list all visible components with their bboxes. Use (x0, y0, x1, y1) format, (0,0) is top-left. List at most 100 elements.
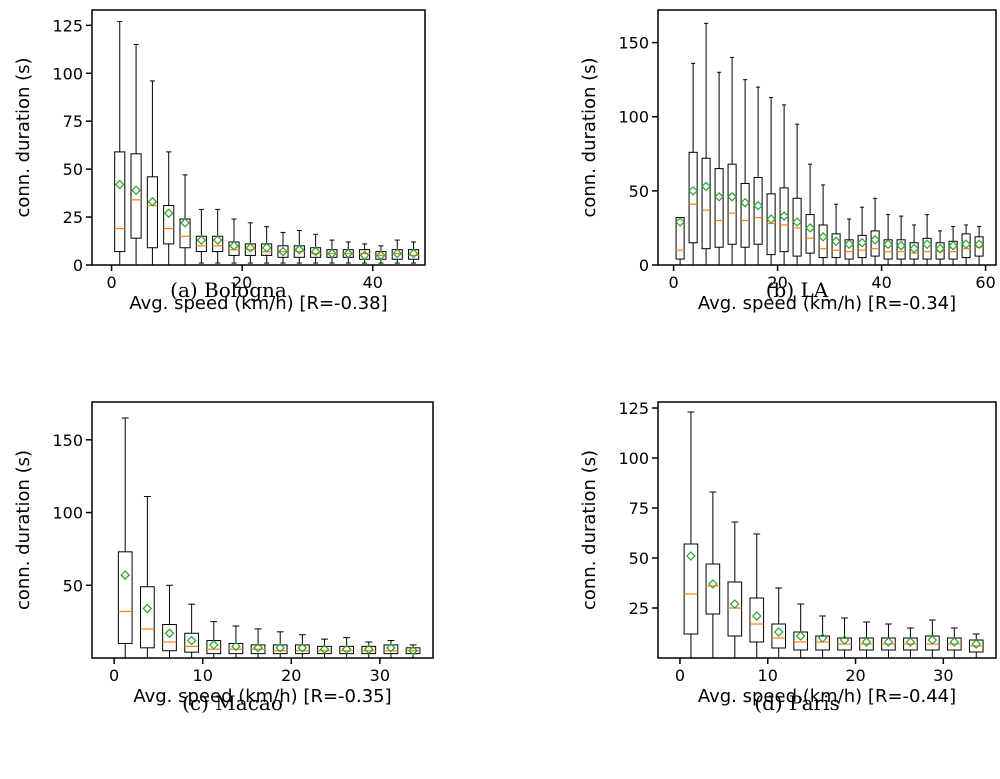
iqr-box (206, 640, 222, 655)
iqr-box (130, 153, 142, 239)
iqr-box (815, 635, 830, 651)
box-12 (310, 233, 322, 264)
y-tick-label: 150 (618, 34, 649, 53)
x-tick-label: 20 (281, 666, 301, 685)
mean-marker (949, 637, 960, 647)
x-axis-ticks: 0 10 20 30 (675, 658, 954, 685)
plot-frame (91, 401, 434, 659)
mean-marker (896, 240, 906, 251)
x-tick-label: 40 (871, 273, 891, 292)
iqr-box (714, 168, 724, 248)
mean-marker (701, 181, 711, 192)
iqr-box (705, 563, 721, 615)
box-4 (206, 621, 222, 659)
mean-marker (861, 637, 872, 647)
y-axis-label: conn. duration (s) (579, 450, 600, 610)
panel-caption: (a) Bologna (170, 278, 287, 302)
mean-marker (714, 191, 724, 202)
iqr-box (688, 151, 698, 244)
box-15 (359, 243, 371, 264)
y-tick-label: 125 (618, 399, 649, 418)
box-14 (342, 241, 354, 264)
mean-marker (363, 644, 374, 655)
mean-marker (844, 239, 854, 250)
x-axis-label: Avg. speed (km/h) [R=-0.44] (698, 686, 956, 707)
chart-marks (675, 22, 984, 266)
y-tick-label: 0 (73, 256, 83, 275)
box-7 (837, 617, 852, 659)
mean-marker (753, 200, 763, 211)
mean-marker (114, 179, 125, 190)
mean-marker (294, 244, 305, 255)
iqr-box (793, 631, 808, 651)
mean-marker (922, 239, 932, 250)
chart-marks (117, 417, 421, 659)
x-tick-label: 20 (232, 273, 252, 292)
y-axis-ticks: 50 100 150 (52, 431, 92, 595)
plot-frame (91, 9, 426, 266)
panel-caption: (b) LA (766, 278, 829, 302)
x-tick-label: 40 (363, 273, 383, 292)
mean-marker (386, 642, 396, 653)
plot-frame (657, 9, 997, 266)
box-12 (831, 203, 841, 266)
y-tick-label: 150 (52, 431, 83, 450)
box-3 (184, 603, 200, 659)
mean-marker (310, 246, 321, 257)
x-tick-label: 10 (193, 666, 213, 685)
box-9 (881, 623, 896, 659)
box-8 (244, 222, 256, 264)
box-11 (361, 641, 377, 659)
y-tick-label: 100 (52, 64, 83, 83)
x-axis-ticks: 0 20 40 60 (669, 265, 996, 292)
mean-marker (729, 599, 740, 609)
mean-marker (905, 637, 916, 647)
box-11 (925, 619, 940, 659)
iqr-box (683, 543, 699, 635)
mean-marker (839, 635, 850, 645)
box-5 (228, 625, 244, 659)
box-4 (771, 587, 787, 659)
x-tick-label: 30 (933, 666, 953, 685)
box-10 (277, 231, 289, 264)
iqr-box (974, 236, 984, 257)
mean-marker (818, 231, 828, 242)
mean-marker (408, 645, 418, 656)
mean-marker (261, 242, 272, 253)
y-tick-label: 100 (618, 108, 649, 127)
iqr-box (925, 635, 940, 651)
mean-marker (208, 640, 219, 650)
box-16 (375, 245, 387, 264)
mean-marker (196, 235, 207, 245)
mean-marker (870, 234, 880, 245)
box-17 (391, 239, 403, 264)
mean-marker (278, 246, 288, 257)
x-tick-label: 0 (669, 273, 679, 292)
iqr-box (146, 176, 158, 249)
panel-la: 0 20 40 60 0 50 100 150 Avg. speed (km/h) [R=-… (579, 9, 997, 314)
x-tick-label: 0 (106, 273, 116, 292)
mean-marker (974, 239, 984, 250)
x-tick-label: 60 (975, 273, 995, 292)
box-13 (968, 633, 984, 659)
iqr-box (272, 644, 288, 655)
iqr-box (909, 242, 919, 260)
x-axis-label: Avg. speed (km/h) [R=-0.35] (133, 686, 391, 707)
mean-marker (883, 239, 893, 250)
box-0 (114, 21, 126, 266)
y-tick-label: 50 (629, 549, 649, 568)
box-12 (383, 640, 399, 659)
box-0 (683, 411, 699, 659)
y-axis-label: conn. duration (s) (579, 57, 600, 217)
mean-marker (180, 217, 190, 228)
x-axis-label: Avg. speed (km/h) [R=-0.34] (698, 293, 956, 314)
mean-marker (792, 217, 802, 227)
iqr-box (727, 581, 743, 637)
iqr-box (163, 205, 175, 245)
box-16 (883, 214, 893, 266)
y-tick-label: 25 (629, 599, 649, 618)
box-7 (766, 96, 776, 266)
box-8 (859, 621, 874, 659)
mean-marker (343, 248, 354, 259)
